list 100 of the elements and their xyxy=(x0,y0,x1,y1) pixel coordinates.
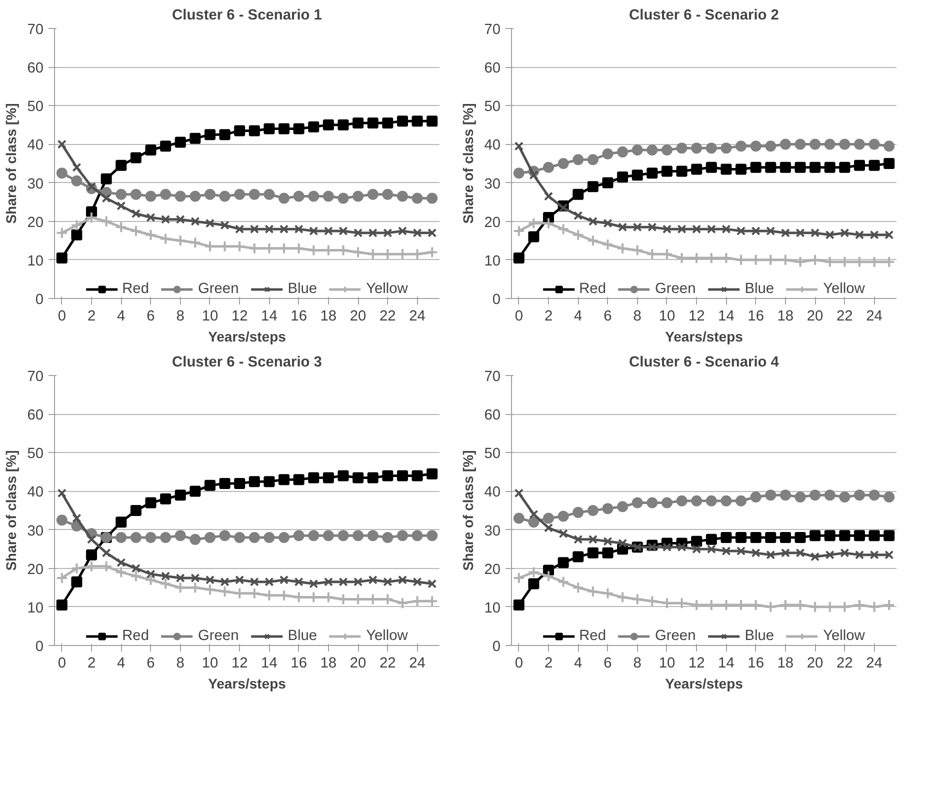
x-tick-label: 24 xyxy=(866,308,882,324)
x-tick-label: 4 xyxy=(574,308,582,324)
x-axis-title: Years/steps xyxy=(208,676,286,692)
chart-title: Cluster 6 - Scenario 2 xyxy=(629,8,779,24)
x-tick-label: 24 xyxy=(409,656,426,672)
x-tick-label: 6 xyxy=(146,656,155,672)
x-tick-label: 10 xyxy=(658,656,676,672)
legend-label: Green xyxy=(654,281,696,297)
chart-title: Cluster 6 - Scenario 3 xyxy=(172,354,322,370)
x-tick-label: 6 xyxy=(604,308,612,324)
x-tick-label: 18 xyxy=(777,656,794,672)
x-tick-label: 16 xyxy=(748,656,764,672)
x-tick-label: 14 xyxy=(718,308,734,324)
x-tick-label: 24 xyxy=(866,656,882,672)
y-tick-label: 60 xyxy=(27,60,44,77)
x-tick-label: 8 xyxy=(633,308,642,324)
y-tick-label: 10 xyxy=(27,253,44,270)
y-tick-label: 30 xyxy=(27,523,44,540)
x-tick-label: 22 xyxy=(836,656,853,672)
x-tick-label: 20 xyxy=(350,656,366,672)
x-tick-label: 12 xyxy=(231,308,248,324)
legend-label: Yellow xyxy=(366,281,408,297)
x-tick-label: 4 xyxy=(117,656,126,672)
x-tick-label: 0 xyxy=(58,656,66,672)
x-axis-title: Years/steps xyxy=(665,328,744,344)
x-tick-label: 4 xyxy=(574,656,582,672)
x-tick-label: 22 xyxy=(380,656,396,672)
y-tick-label: 10 xyxy=(484,253,501,270)
x-tick-label: 4 xyxy=(117,308,126,324)
x-tick-label: 0 xyxy=(514,308,523,324)
x-axis-title: Years/steps xyxy=(665,676,744,692)
x-tick-label: 6 xyxy=(604,656,612,672)
x-tick-label: 22 xyxy=(380,308,396,324)
y-tick-label: 20 xyxy=(484,562,501,578)
legend-label: Green xyxy=(198,628,239,644)
x-tick-label: 2 xyxy=(87,308,96,324)
x-tick-label: 2 xyxy=(544,308,553,324)
y-tick-label: 70 xyxy=(27,22,44,38)
legend-label: Red xyxy=(122,281,149,297)
y-tick-label: 50 xyxy=(484,446,501,462)
y-axis-title: Share of class [%] xyxy=(3,103,20,224)
legend-label: Blue xyxy=(288,281,318,297)
x-tick-label: 14 xyxy=(261,308,278,324)
x-tick-label: 0 xyxy=(514,656,523,672)
legend-label: Red xyxy=(579,281,606,297)
x-tick-label: 18 xyxy=(320,656,337,672)
x-tick-label: 14 xyxy=(718,656,734,672)
y-tick-label: 20 xyxy=(27,214,44,231)
y-axis-title: Share of class [%] xyxy=(3,450,20,571)
x-tick-label: 10 xyxy=(202,656,218,672)
y-tick-label: 20 xyxy=(484,214,501,231)
x-tick-label: 12 xyxy=(688,656,705,672)
x-tick-label: 12 xyxy=(688,308,705,324)
y-tick-label: 10 xyxy=(27,600,44,616)
legend-label: Green xyxy=(198,281,239,297)
x-tick-label: 20 xyxy=(806,308,824,324)
x-tick-label: 22 xyxy=(836,308,853,324)
y-tick-label: 40 xyxy=(484,138,501,154)
x-tick-label: 14 xyxy=(261,656,278,672)
x-tick-label: 18 xyxy=(777,308,794,324)
chart-title: Cluster 6 - Scenario 1 xyxy=(172,8,322,24)
legend-label: Yellow xyxy=(823,628,865,644)
y-axis-title: Share of class [%] xyxy=(460,450,476,571)
y-tick-label: 50 xyxy=(27,446,44,462)
y-tick-label: 0 xyxy=(492,639,501,655)
legend-label: Blue xyxy=(744,628,774,644)
x-tick-label: 20 xyxy=(806,656,824,672)
legend-label: Yellow xyxy=(823,281,865,297)
y-tick-label: 70 xyxy=(27,369,44,385)
y-tick-label: 50 xyxy=(484,99,501,116)
x-tick-label: 20 xyxy=(350,308,366,324)
x-axis-title: Years/steps xyxy=(208,328,286,344)
y-tick-label: 20 xyxy=(27,562,44,578)
legend-label: Red xyxy=(122,628,149,644)
x-tick-label: 10 xyxy=(202,308,218,324)
chart-title: Cluster 6 - Scenario 4 xyxy=(629,354,780,370)
y-tick-label: 60 xyxy=(27,408,44,424)
x-tick-label: 24 xyxy=(409,308,426,324)
legend-label: Blue xyxy=(288,628,318,644)
y-tick-label: 0 xyxy=(35,639,44,655)
x-tick-label: 16 xyxy=(290,308,307,324)
x-tick-label: 8 xyxy=(633,656,642,672)
y-tick-label: 40 xyxy=(27,484,44,501)
x-tick-label: 10 xyxy=(658,308,676,324)
x-tick-label: 8 xyxy=(176,656,184,672)
x-tick-label: 8 xyxy=(176,308,184,324)
x-tick-label: 16 xyxy=(290,656,307,672)
y-axis-title: Share of class [%] xyxy=(460,103,476,224)
x-tick-label: 2 xyxy=(87,656,96,672)
y-tick-label: 70 xyxy=(484,369,501,385)
legend-label: Blue xyxy=(744,281,774,297)
y-tick-label: 60 xyxy=(484,60,501,77)
legend-label: Red xyxy=(579,628,606,644)
x-tick-label: 6 xyxy=(146,308,155,324)
x-tick-label: 12 xyxy=(231,656,248,672)
y-tick-label: 30 xyxy=(27,176,44,192)
y-tick-label: 40 xyxy=(27,138,44,154)
y-tick-label: 0 xyxy=(35,292,44,308)
x-tick-label: 2 xyxy=(544,656,553,672)
x-tick-label: 16 xyxy=(748,308,764,324)
